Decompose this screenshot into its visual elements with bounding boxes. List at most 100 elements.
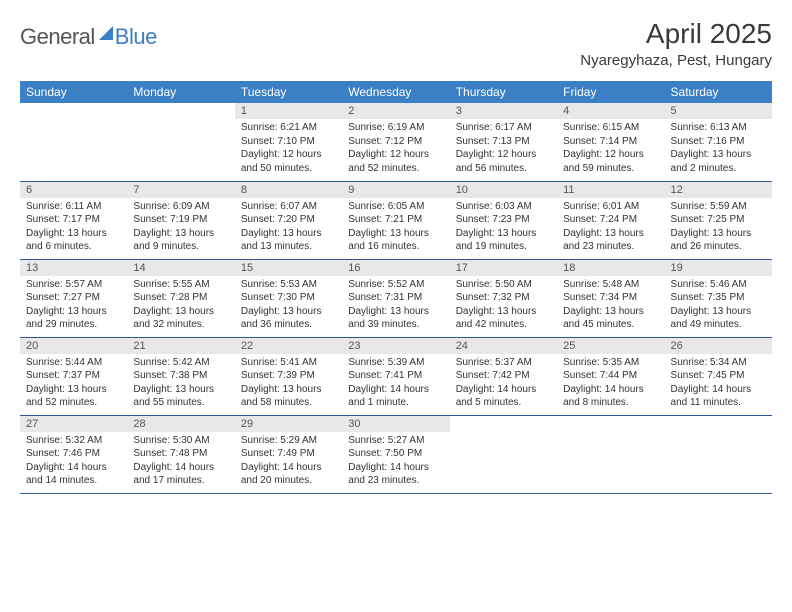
day-details: Sunrise: 5:50 AMSunset: 7:32 PMDaylight:…: [450, 276, 557, 336]
day-cell: 29Sunrise: 5:29 AMSunset: 7:49 PMDayligh…: [235, 415, 342, 493]
day-details: Sunrise: 5:37 AMSunset: 7:42 PMDaylight:…: [450, 354, 557, 414]
day-cell: 30Sunrise: 5:27 AMSunset: 7:50 PMDayligh…: [342, 415, 449, 493]
day-details: Sunrise: 5:32 AMSunset: 7:46 PMDaylight:…: [20, 432, 127, 492]
day-cell: 23Sunrise: 5:39 AMSunset: 7:41 PMDayligh…: [342, 337, 449, 415]
brand-part2: Blue: [115, 24, 157, 50]
day-details: Sunrise: 5:55 AMSunset: 7:28 PMDaylight:…: [127, 276, 234, 336]
empty-cell: [20, 103, 127, 181]
day-details: Sunrise: 5:53 AMSunset: 7:30 PMDaylight:…: [235, 276, 342, 336]
empty-cell: [665, 415, 772, 493]
day-number: 7: [127, 182, 234, 198]
page-title: April 2025: [580, 18, 772, 50]
week-row: 13Sunrise: 5:57 AMSunset: 7:27 PMDayligh…: [20, 259, 772, 337]
day-number: 2: [342, 103, 449, 119]
weekday-header: Sunday: [20, 81, 127, 103]
day-details: Sunrise: 6:03 AMSunset: 7:23 PMDaylight:…: [450, 198, 557, 258]
weekday-header: Tuesday: [235, 81, 342, 103]
day-number: 11: [557, 182, 664, 198]
day-number: 3: [450, 103, 557, 119]
day-details: Sunrise: 5:46 AMSunset: 7:35 PMDaylight:…: [665, 276, 772, 336]
day-number: 16: [342, 260, 449, 276]
brand-logo: General Blue: [20, 24, 157, 50]
day-number: 17: [450, 260, 557, 276]
header: General Blue April 2025 Nyaregyhaza, Pes…: [20, 18, 772, 69]
day-number: 5: [665, 103, 772, 119]
day-number: 12: [665, 182, 772, 198]
day-cell: 5Sunrise: 6:13 AMSunset: 7:16 PMDaylight…: [665, 103, 772, 181]
day-details: Sunrise: 5:59 AMSunset: 7:25 PMDaylight:…: [665, 198, 772, 258]
weekday-header: Friday: [557, 81, 664, 103]
day-cell: 21Sunrise: 5:42 AMSunset: 7:38 PMDayligh…: [127, 337, 234, 415]
day-number: 13: [20, 260, 127, 276]
day-details: Sunrise: 6:13 AMSunset: 7:16 PMDaylight:…: [665, 119, 772, 179]
calendar-table: SundayMondayTuesdayWednesdayThursdayFrid…: [20, 81, 772, 494]
day-number: 9: [342, 182, 449, 198]
weekday-header: Saturday: [665, 81, 772, 103]
day-cell: 8Sunrise: 6:07 AMSunset: 7:20 PMDaylight…: [235, 181, 342, 259]
calendar-body: 1Sunrise: 6:21 AMSunset: 7:10 PMDaylight…: [20, 103, 772, 493]
day-cell: 2Sunrise: 6:19 AMSunset: 7:12 PMDaylight…: [342, 103, 449, 181]
weekday-header: Monday: [127, 81, 234, 103]
day-cell: 15Sunrise: 5:53 AMSunset: 7:30 PMDayligh…: [235, 259, 342, 337]
day-number: 4: [557, 103, 664, 119]
day-cell: 9Sunrise: 6:05 AMSunset: 7:21 PMDaylight…: [342, 181, 449, 259]
day-cell: 24Sunrise: 5:37 AMSunset: 7:42 PMDayligh…: [450, 337, 557, 415]
day-number: 1: [235, 103, 342, 119]
day-details: Sunrise: 5:44 AMSunset: 7:37 PMDaylight:…: [20, 354, 127, 414]
day-details: Sunrise: 5:35 AMSunset: 7:44 PMDaylight:…: [557, 354, 664, 414]
day-number: 28: [127, 416, 234, 432]
day-details: Sunrise: 6:15 AMSunset: 7:14 PMDaylight:…: [557, 119, 664, 179]
day-details: Sunrise: 6:01 AMSunset: 7:24 PMDaylight:…: [557, 198, 664, 258]
day-cell: 19Sunrise: 5:46 AMSunset: 7:35 PMDayligh…: [665, 259, 772, 337]
day-details: Sunrise: 5:41 AMSunset: 7:39 PMDaylight:…: [235, 354, 342, 414]
day-number: 22: [235, 338, 342, 354]
location: Nyaregyhaza, Pest, Hungary: [580, 52, 772, 69]
weekday-header: Thursday: [450, 81, 557, 103]
day-cell: 16Sunrise: 5:52 AMSunset: 7:31 PMDayligh…: [342, 259, 449, 337]
empty-cell: [127, 103, 234, 181]
day-cell: 10Sunrise: 6:03 AMSunset: 7:23 PMDayligh…: [450, 181, 557, 259]
day-number: 19: [665, 260, 772, 276]
day-number: 8: [235, 182, 342, 198]
day-number: 14: [127, 260, 234, 276]
empty-cell: [450, 415, 557, 493]
title-block: April 2025 Nyaregyhaza, Pest, Hungary: [580, 18, 772, 69]
day-details: Sunrise: 6:19 AMSunset: 7:12 PMDaylight:…: [342, 119, 449, 179]
day-cell: 7Sunrise: 6:09 AMSunset: 7:19 PMDaylight…: [127, 181, 234, 259]
day-cell: 13Sunrise: 5:57 AMSunset: 7:27 PMDayligh…: [20, 259, 127, 337]
day-details: Sunrise: 6:05 AMSunset: 7:21 PMDaylight:…: [342, 198, 449, 258]
day-number: 30: [342, 416, 449, 432]
day-cell: 17Sunrise: 5:50 AMSunset: 7:32 PMDayligh…: [450, 259, 557, 337]
week-row: 6Sunrise: 6:11 AMSunset: 7:17 PMDaylight…: [20, 181, 772, 259]
day-cell: 26Sunrise: 5:34 AMSunset: 7:45 PMDayligh…: [665, 337, 772, 415]
day-number: 6: [20, 182, 127, 198]
day-cell: 20Sunrise: 5:44 AMSunset: 7:37 PMDayligh…: [20, 337, 127, 415]
day-details: Sunrise: 5:42 AMSunset: 7:38 PMDaylight:…: [127, 354, 234, 414]
day-number: 15: [235, 260, 342, 276]
day-details: Sunrise: 5:52 AMSunset: 7:31 PMDaylight:…: [342, 276, 449, 336]
day-details: Sunrise: 5:57 AMSunset: 7:27 PMDaylight:…: [20, 276, 127, 336]
day-cell: 12Sunrise: 5:59 AMSunset: 7:25 PMDayligh…: [665, 181, 772, 259]
day-number: 29: [235, 416, 342, 432]
day-number: 18: [557, 260, 664, 276]
week-row: 20Sunrise: 5:44 AMSunset: 7:37 PMDayligh…: [20, 337, 772, 415]
weekday-header-row: SundayMondayTuesdayWednesdayThursdayFrid…: [20, 81, 772, 103]
day-cell: 4Sunrise: 6:15 AMSunset: 7:14 PMDaylight…: [557, 103, 664, 181]
triangle-icon: [99, 26, 113, 40]
day-number: 25: [557, 338, 664, 354]
week-row: 1Sunrise: 6:21 AMSunset: 7:10 PMDaylight…: [20, 103, 772, 181]
day-cell: 22Sunrise: 5:41 AMSunset: 7:39 PMDayligh…: [235, 337, 342, 415]
week-row: 27Sunrise: 5:32 AMSunset: 7:46 PMDayligh…: [20, 415, 772, 493]
day-cell: 25Sunrise: 5:35 AMSunset: 7:44 PMDayligh…: [557, 337, 664, 415]
day-number: 26: [665, 338, 772, 354]
day-number: 21: [127, 338, 234, 354]
day-number: 24: [450, 338, 557, 354]
day-details: Sunrise: 5:27 AMSunset: 7:50 PMDaylight:…: [342, 432, 449, 492]
day-details: Sunrise: 6:09 AMSunset: 7:19 PMDaylight:…: [127, 198, 234, 258]
day-details: Sunrise: 5:48 AMSunset: 7:34 PMDaylight:…: [557, 276, 664, 336]
day-details: Sunrise: 6:17 AMSunset: 7:13 PMDaylight:…: [450, 119, 557, 179]
day-details: Sunrise: 5:34 AMSunset: 7:45 PMDaylight:…: [665, 354, 772, 414]
day-cell: 3Sunrise: 6:17 AMSunset: 7:13 PMDaylight…: [450, 103, 557, 181]
day-number: 23: [342, 338, 449, 354]
day-cell: 27Sunrise: 5:32 AMSunset: 7:46 PMDayligh…: [20, 415, 127, 493]
